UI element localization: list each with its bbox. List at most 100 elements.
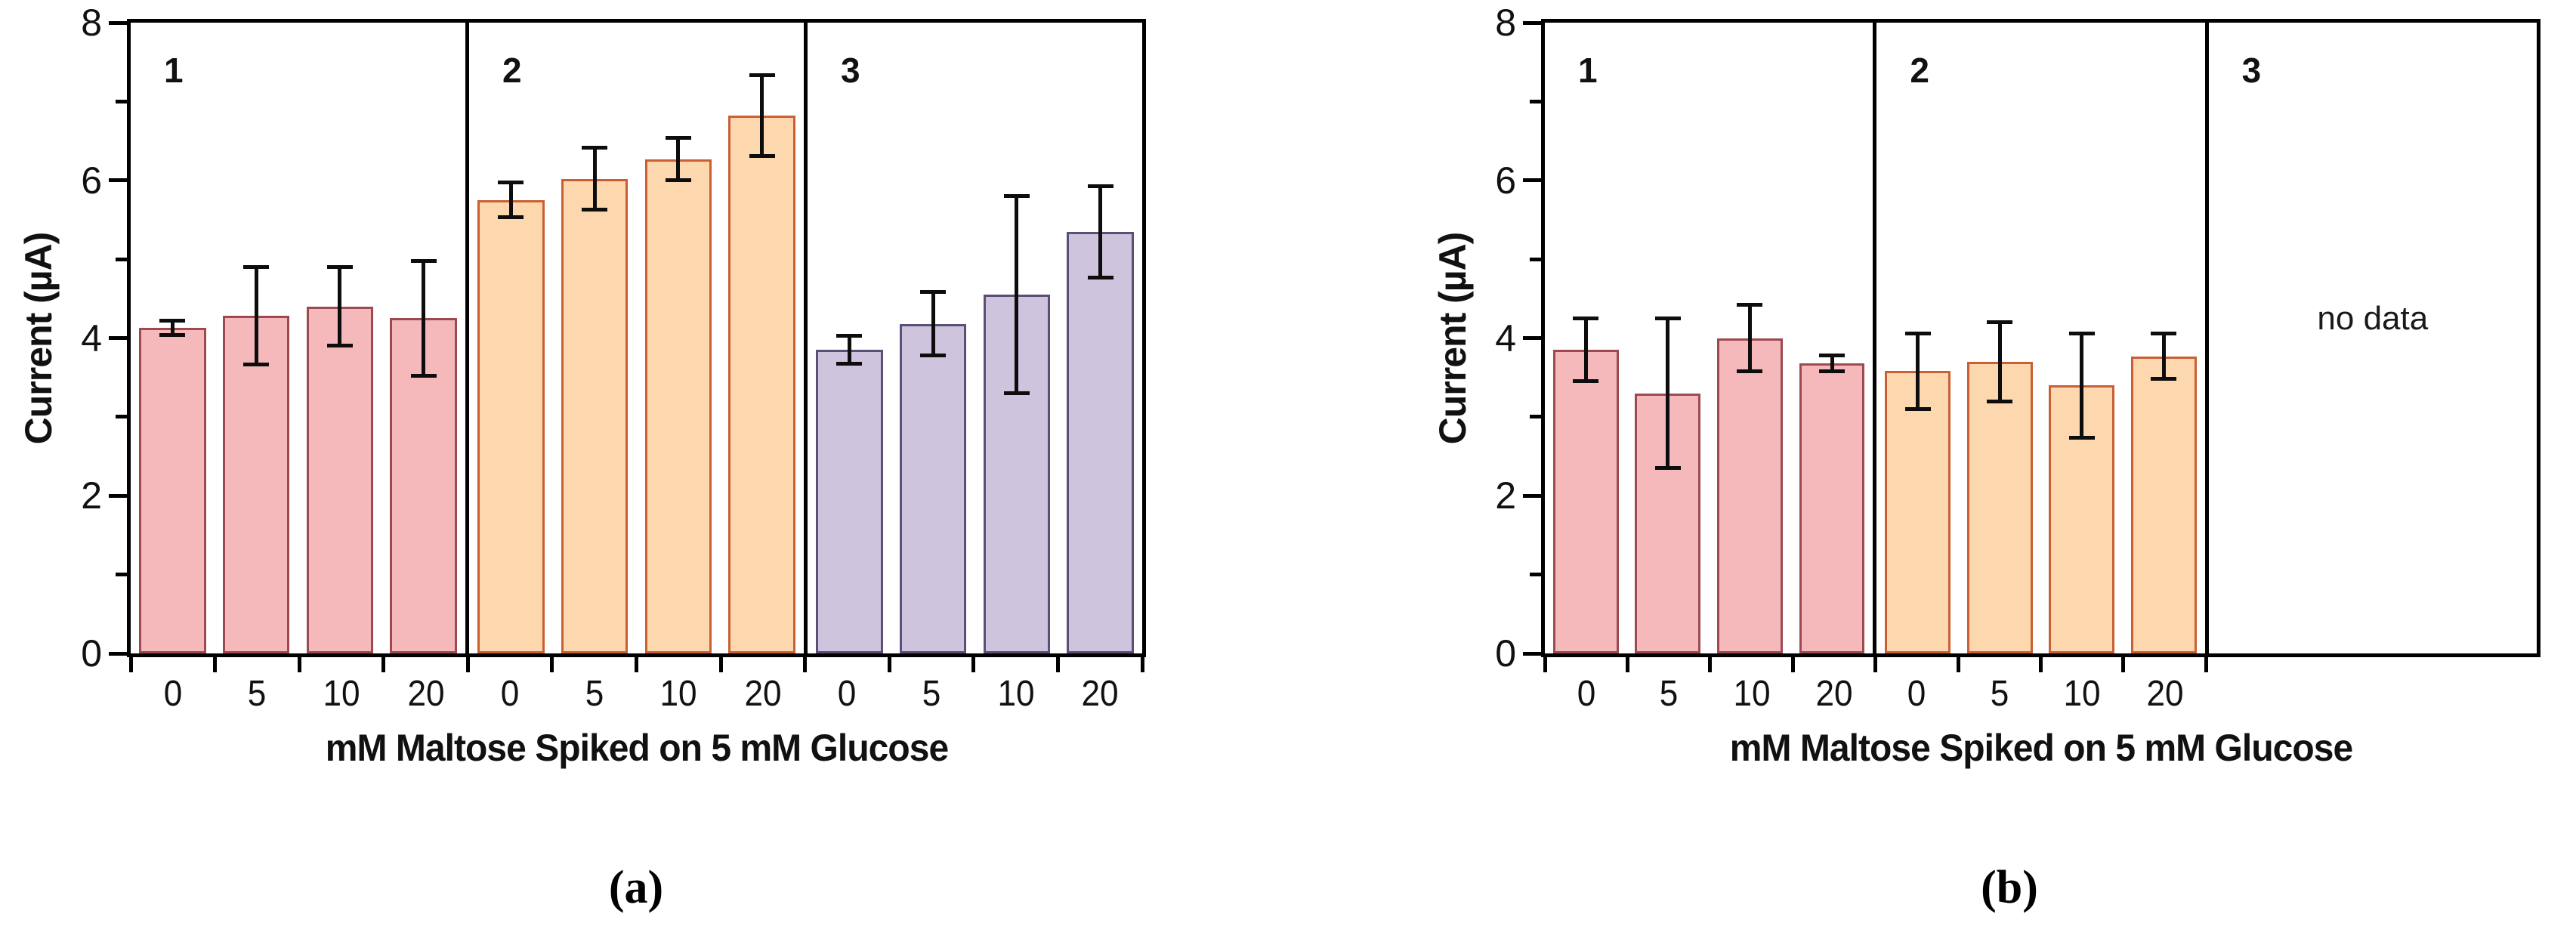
x-tick-label: 0: [163, 674, 183, 714]
y-tick-label: 4: [81, 317, 102, 360]
x-tick-label: 20: [1815, 674, 1853, 714]
x-tick: [971, 657, 976, 672]
x-tick-label: 10: [997, 674, 1035, 714]
bar-2-0mM: [477, 199, 545, 653]
section-label: 2: [502, 51, 522, 90]
x-tick-label: 0: [1907, 674, 1926, 714]
error-cap-bottom: [582, 207, 608, 212]
error-cap-bottom: [326, 344, 353, 348]
section-label: 1: [1578, 51, 1598, 90]
bar-2-10mM: [644, 159, 712, 653]
error-cap-top: [836, 333, 863, 338]
x-tick: [2039, 657, 2043, 672]
error-bar: [760, 75, 764, 156]
x-tick: [128, 657, 133, 672]
x-tick-label: 20: [406, 674, 445, 714]
error-cap-top: [410, 258, 437, 263]
x-tick: [803, 657, 808, 672]
bar-1-10mM: [1717, 338, 1783, 653]
x-tick: [465, 657, 470, 672]
error-cap-bottom: [1819, 369, 1846, 373]
x-tick-label: 20: [744, 674, 782, 714]
x-tick: [635, 657, 638, 672]
x-tick: [1055, 657, 1060, 672]
x-axis-title: mM Maltose Spiked on 5 mM Glucose: [1729, 727, 2352, 769]
error-bar: [2080, 333, 2084, 437]
y-tick-label: 8: [81, 2, 102, 44]
error-bar: [1916, 333, 1920, 409]
bar-sections: 1 2 3 no data: [1545, 23, 2537, 653]
error-cap-bottom: [836, 362, 863, 366]
error-cap-bottom: [498, 215, 524, 220]
y-tick-label: 0: [1495, 632, 1516, 675]
y-minor-tick: [1530, 99, 1541, 103]
x-tick: [213, 657, 218, 672]
x-tick: [1708, 657, 1713, 672]
y-minor-tick: [116, 573, 127, 577]
section-1: 1: [131, 23, 465, 653]
bar-1-0mM: [139, 327, 206, 653]
error-cap-bottom: [243, 363, 270, 367]
error-bar: [676, 137, 681, 181]
error-bar: [1666, 318, 1670, 468]
y-tick-label: 6: [81, 159, 102, 202]
error-cap-top: [2068, 331, 2095, 335]
y-minor-tick: [116, 257, 127, 261]
error-cap-bottom: [1087, 275, 1113, 279]
section-2: 2: [1873, 23, 2204, 653]
error-cap-top: [1904, 331, 1931, 335]
y-tick-label: 0: [81, 632, 102, 675]
error-cap-bottom: [749, 153, 775, 158]
x-tick: [2121, 657, 2126, 672]
bar-sections: 1 2 3: [131, 23, 1142, 653]
y-minor-tick: [1530, 415, 1541, 419]
y-minor-tick: [1530, 257, 1541, 261]
bar-2-20mM: [728, 116, 795, 653]
x-tick: [2204, 657, 2208, 672]
error-bar: [1015, 196, 1019, 394]
error-bar: [254, 267, 258, 365]
error-cap-bottom: [2068, 435, 2095, 440]
error-bar: [592, 147, 597, 210]
x-tick-label: 20: [1081, 674, 1119, 714]
x-tick-label: 20: [2146, 674, 2184, 714]
y-major-tick: [109, 651, 127, 656]
error-bar: [1583, 318, 1588, 381]
x-tick: [550, 657, 554, 672]
y-major-tick: [109, 493, 127, 498]
bar-2-0mM: [1885, 371, 1951, 653]
y-major-tick: [1523, 178, 1541, 183]
error-bar: [1997, 322, 2002, 401]
error-cap-bottom: [1003, 391, 1030, 396]
error-cap-bottom: [665, 178, 691, 183]
bar-1-20mM: [1799, 363, 1865, 653]
y-major-tick: [109, 336, 127, 340]
axis-decorations: 0 2 4 6 8 0 5 10 20 0 5 10 20 0 5 10 20: [81, 2, 1144, 714]
bar-2-5mM: [561, 178, 629, 653]
y-major-tick: [1523, 651, 1541, 656]
x-tick: [1140, 657, 1144, 672]
error-cap-bottom: [1654, 466, 1681, 471]
section-2: 2: [465, 23, 804, 653]
x-tick-label: 5: [248, 674, 267, 714]
bar-2-5mM: [1966, 361, 2033, 653]
axis-decorations: 0 2 4 6 8 0 5 10 20 0 5 10 20: [1495, 2, 2537, 714]
error-cap-bottom: [159, 332, 186, 337]
error-bar: [1098, 186, 1103, 278]
error-bar: [1830, 355, 1834, 372]
y-major-tick: [1523, 336, 1541, 340]
bar-1-0mM: [1552, 350, 1619, 653]
x-tick-label: 10: [2063, 674, 2101, 714]
error-cap-top: [1737, 303, 1763, 307]
error-cap-top: [1819, 353, 1846, 357]
error-bar: [338, 267, 342, 346]
y-major-tick: [1523, 20, 1541, 25]
panel-caption-a: (a): [608, 862, 664, 913]
x-tick: [1543, 657, 1547, 672]
no-data-text: no data: [2317, 300, 2429, 338]
error-cap-bottom: [2151, 377, 2177, 381]
error-bar: [1747, 304, 1752, 372]
y-major-tick: [109, 20, 127, 25]
error-cap-top: [582, 146, 608, 150]
x-tick: [1956, 657, 1960, 672]
